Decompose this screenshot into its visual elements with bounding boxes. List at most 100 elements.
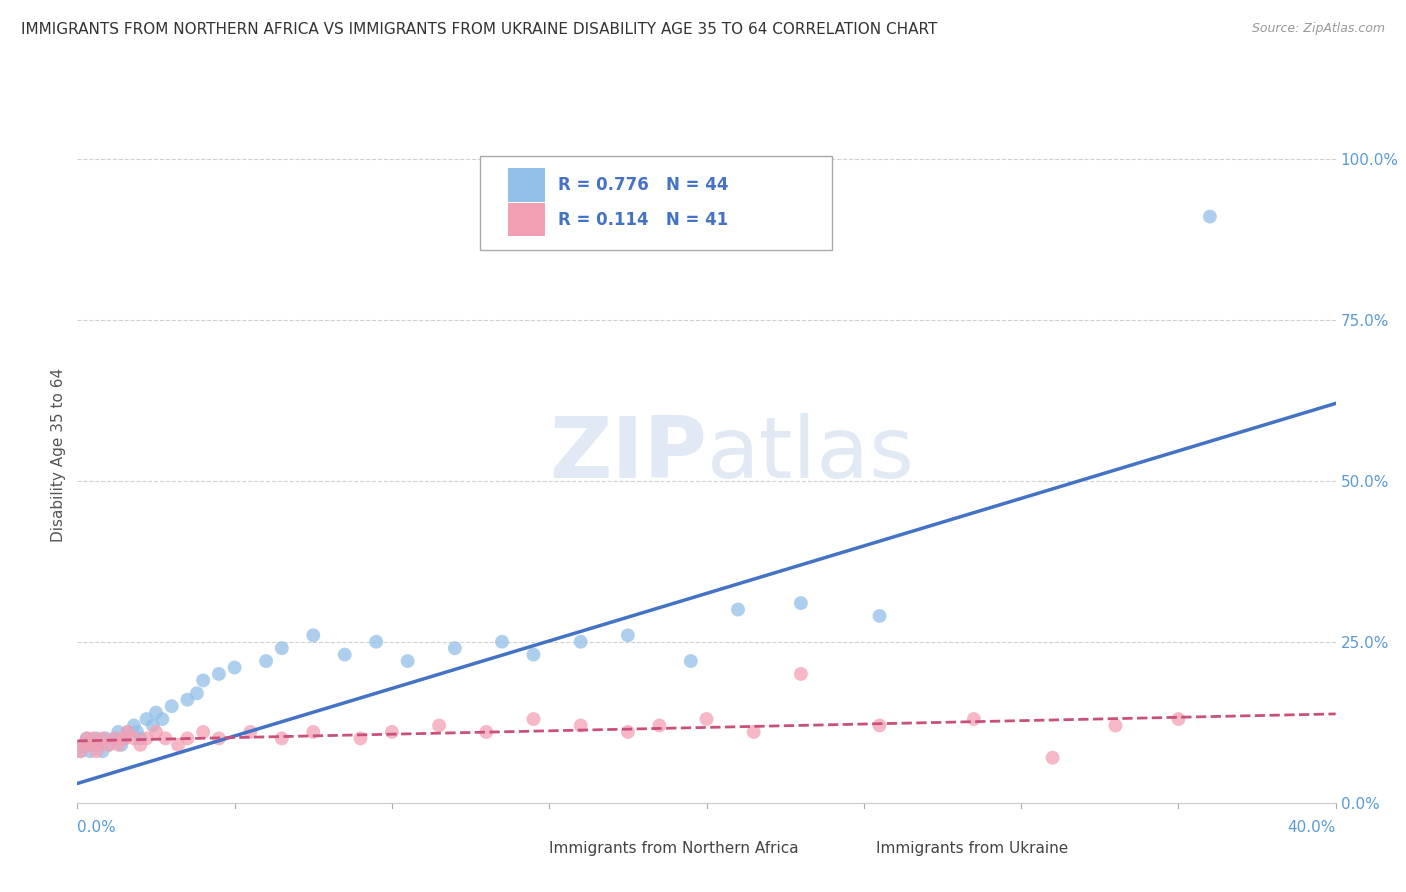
Point — [127, 725, 149, 739]
Point — [569, 634, 592, 648]
Point — [396, 654, 419, 668]
Text: IMMIGRANTS FROM NORTHERN AFRICA VS IMMIGRANTS FROM UKRAINE DISABILITY AGE 35 TO : IMMIGRANTS FROM NORTHERN AFRICA VS IMMIG… — [21, 22, 938, 37]
Point — [97, 738, 120, 752]
Point — [84, 744, 107, 758]
Point — [72, 738, 94, 752]
Point — [349, 731, 371, 746]
Point — [208, 667, 231, 681]
Point — [76, 731, 98, 746]
Point — [135, 731, 157, 746]
Point — [91, 744, 114, 758]
Point — [186, 686, 208, 700]
Point — [69, 744, 91, 758]
Point — [742, 725, 765, 739]
Point — [270, 731, 292, 746]
Point — [94, 731, 117, 746]
Point — [366, 634, 388, 648]
Point — [117, 725, 139, 739]
Point — [869, 609, 891, 624]
Point — [381, 725, 404, 739]
Point — [97, 738, 120, 752]
Point — [191, 673, 215, 688]
Text: Immigrants from Northern Africa: Immigrants from Northern Africa — [550, 840, 799, 855]
Point — [135, 712, 157, 726]
Point — [114, 731, 136, 746]
FancyBboxPatch shape — [479, 156, 832, 250]
Point — [254, 654, 277, 668]
Point — [72, 738, 94, 752]
Point — [302, 628, 325, 642]
Point — [82, 738, 104, 752]
Point — [76, 731, 98, 746]
Point — [69, 744, 91, 758]
Point — [129, 731, 152, 746]
Point — [129, 738, 152, 752]
Point — [145, 706, 167, 720]
Point — [648, 718, 671, 732]
Point — [89, 738, 111, 752]
Point — [522, 648, 544, 662]
Point — [114, 731, 136, 746]
Point — [104, 731, 127, 746]
Point — [117, 725, 139, 739]
Text: ZIP: ZIP — [548, 413, 707, 497]
Bar — [508, 203, 546, 236]
Point — [176, 692, 198, 706]
Point — [727, 602, 749, 616]
Point — [522, 712, 544, 726]
Point — [208, 731, 231, 746]
Text: Immigrants from Ukraine: Immigrants from Ukraine — [876, 840, 1069, 855]
Point — [1104, 718, 1126, 732]
Point — [1198, 210, 1220, 224]
Point — [107, 725, 129, 739]
Point — [107, 738, 129, 752]
Bar — [820, 839, 868, 858]
Point — [167, 738, 190, 752]
Point — [270, 641, 292, 656]
Y-axis label: Disability Age 35 to 64: Disability Age 35 to 64 — [51, 368, 66, 542]
Point — [444, 641, 467, 656]
Point — [869, 718, 891, 732]
Point — [1042, 750, 1064, 764]
Point — [1167, 712, 1189, 726]
Point — [617, 725, 640, 739]
Point — [142, 718, 165, 732]
Point — [302, 725, 325, 739]
Point — [84, 731, 107, 746]
Point — [617, 628, 640, 642]
Point — [89, 738, 111, 752]
Point — [790, 667, 813, 681]
Point — [790, 596, 813, 610]
Point — [427, 718, 450, 732]
Point — [569, 718, 592, 732]
Point — [475, 725, 498, 739]
Point — [145, 725, 167, 739]
Text: R = 0.776   N = 44: R = 0.776 N = 44 — [558, 176, 728, 194]
Point — [79, 738, 101, 752]
Point — [191, 725, 215, 739]
Point — [122, 731, 145, 746]
Point — [150, 712, 173, 726]
Point — [122, 718, 145, 732]
Point — [333, 648, 356, 662]
Point — [91, 731, 114, 746]
Point — [176, 731, 198, 746]
Bar — [492, 839, 540, 858]
Point — [963, 712, 986, 726]
Text: Source: ZipAtlas.com: Source: ZipAtlas.com — [1251, 22, 1385, 36]
Bar — [508, 169, 546, 202]
Point — [110, 738, 132, 752]
Point — [82, 731, 104, 746]
Point — [239, 725, 262, 739]
Point — [696, 712, 718, 726]
Point — [679, 654, 702, 668]
Text: 0.0%: 0.0% — [77, 821, 117, 835]
Point — [491, 634, 513, 648]
Point — [155, 731, 177, 746]
Text: R = 0.114   N = 41: R = 0.114 N = 41 — [558, 211, 728, 228]
Point — [224, 660, 246, 674]
Point — [104, 731, 127, 746]
Text: atlas: atlas — [707, 413, 914, 497]
Point — [79, 744, 101, 758]
Text: 40.0%: 40.0% — [1288, 821, 1336, 835]
